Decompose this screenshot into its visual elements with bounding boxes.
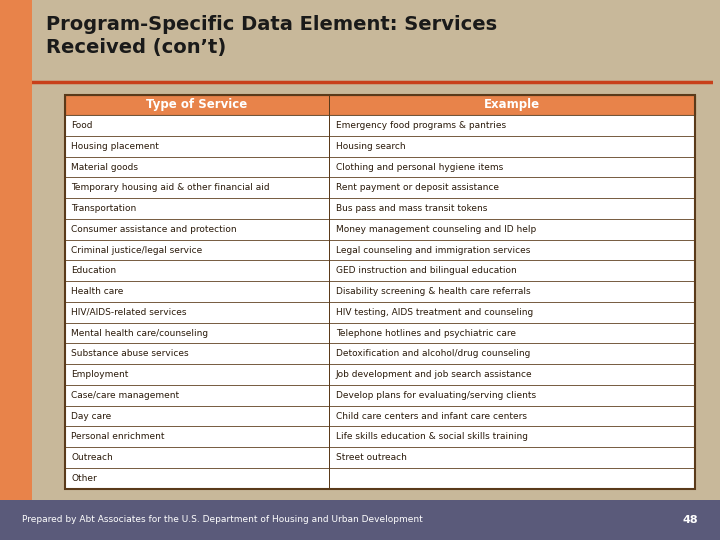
- Text: Transportation: Transportation: [71, 204, 136, 213]
- Text: Life skills education & social skills training: Life skills education & social skills tr…: [336, 433, 528, 441]
- Text: Other: Other: [71, 474, 97, 483]
- Text: Health care: Health care: [71, 287, 123, 296]
- Text: Housing placement: Housing placement: [71, 142, 159, 151]
- Text: Develop plans for evaluating/serving clients: Develop plans for evaluating/serving cli…: [336, 391, 536, 400]
- FancyBboxPatch shape: [65, 281, 695, 302]
- Text: Housing search: Housing search: [336, 142, 405, 151]
- FancyBboxPatch shape: [65, 178, 695, 198]
- Text: Personal enrichment: Personal enrichment: [71, 433, 165, 441]
- FancyBboxPatch shape: [65, 240, 695, 260]
- Text: Clothing and personal hygiene items: Clothing and personal hygiene items: [336, 163, 503, 172]
- FancyBboxPatch shape: [65, 385, 695, 406]
- Text: Food: Food: [71, 121, 93, 130]
- Text: Money management counseling and ID help: Money management counseling and ID help: [336, 225, 536, 234]
- Text: 48: 48: [683, 515, 698, 525]
- Text: Detoxification and alcohol/drug counseling: Detoxification and alcohol/drug counseli…: [336, 349, 530, 359]
- Text: Rent payment or deposit assistance: Rent payment or deposit assistance: [336, 184, 499, 192]
- Text: Disability screening & health care referrals: Disability screening & health care refer…: [336, 287, 531, 296]
- Text: Job development and job search assistance: Job development and job search assistanc…: [336, 370, 532, 379]
- Text: Child care centers and infant care centers: Child care centers and infant care cente…: [336, 411, 527, 421]
- FancyBboxPatch shape: [65, 364, 695, 385]
- Text: Criminal justice/legal service: Criminal justice/legal service: [71, 246, 202, 254]
- Text: Case/care management: Case/care management: [71, 391, 179, 400]
- FancyBboxPatch shape: [65, 260, 695, 281]
- FancyBboxPatch shape: [65, 323, 695, 343]
- Text: Prepared by Abt Associates for the U.S. Department of Housing and Urban Developm: Prepared by Abt Associates for the U.S. …: [22, 515, 423, 524]
- Text: Day care: Day care: [71, 411, 112, 421]
- FancyBboxPatch shape: [65, 427, 695, 447]
- Text: Substance abuse services: Substance abuse services: [71, 349, 189, 359]
- FancyBboxPatch shape: [65, 406, 695, 427]
- Text: Mental health care/counseling: Mental health care/counseling: [71, 329, 208, 338]
- Text: Telephone hotlines and psychiatric care: Telephone hotlines and psychiatric care: [336, 329, 516, 338]
- Text: GED instruction and bilingual education: GED instruction and bilingual education: [336, 266, 516, 275]
- Text: Street outreach: Street outreach: [336, 453, 407, 462]
- FancyBboxPatch shape: [65, 302, 695, 323]
- FancyBboxPatch shape: [65, 468, 695, 489]
- FancyBboxPatch shape: [65, 198, 695, 219]
- Text: Temporary housing aid & other financial aid: Temporary housing aid & other financial …: [71, 184, 270, 192]
- Text: Education: Education: [71, 266, 116, 275]
- Text: HIV/AIDS-related services: HIV/AIDS-related services: [71, 308, 186, 317]
- Text: HIV testing, AIDS treatment and counseling: HIV testing, AIDS treatment and counseli…: [336, 308, 533, 317]
- Text: Employment: Employment: [71, 370, 128, 379]
- FancyBboxPatch shape: [65, 447, 695, 468]
- FancyBboxPatch shape: [65, 343, 695, 364]
- Text: Material goods: Material goods: [71, 163, 138, 172]
- Text: Consumer assistance and protection: Consumer assistance and protection: [71, 225, 237, 234]
- Text: Example: Example: [484, 98, 540, 111]
- FancyBboxPatch shape: [65, 115, 695, 136]
- Text: Outreach: Outreach: [71, 453, 113, 462]
- FancyBboxPatch shape: [65, 219, 695, 240]
- Text: Program-Specific Data Element: Services
Received (con’t): Program-Specific Data Element: Services …: [46, 15, 497, 57]
- FancyBboxPatch shape: [65, 157, 695, 178]
- FancyBboxPatch shape: [65, 136, 695, 157]
- Text: Bus pass and mass transit tokens: Bus pass and mass transit tokens: [336, 204, 487, 213]
- Text: Legal counseling and immigration services: Legal counseling and immigration service…: [336, 246, 530, 254]
- FancyBboxPatch shape: [65, 94, 695, 115]
- Text: Type of Service: Type of Service: [146, 98, 248, 111]
- Text: Emergency food programs & pantries: Emergency food programs & pantries: [336, 121, 506, 130]
